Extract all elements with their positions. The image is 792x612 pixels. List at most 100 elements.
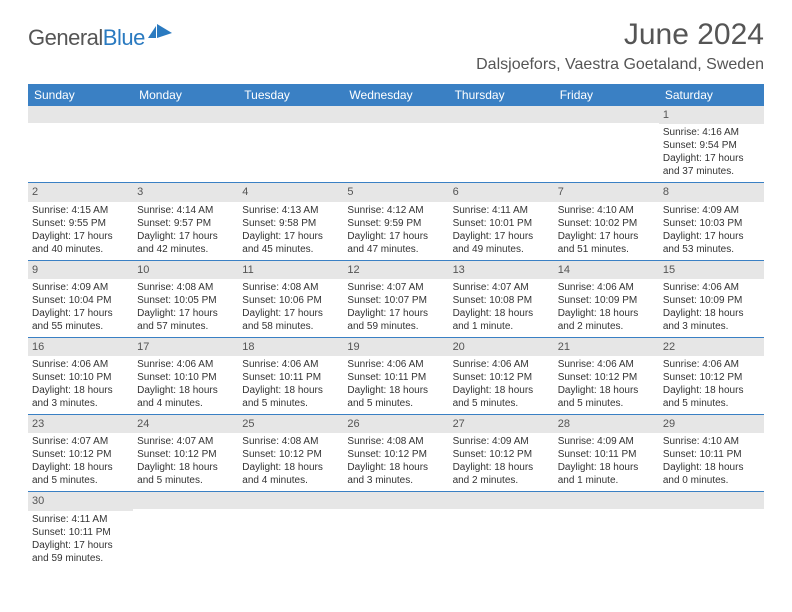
sunrise-text: Sunrise: 4:09 AM bbox=[32, 281, 129, 294]
sunrise-text: Sunrise: 4:06 AM bbox=[32, 358, 129, 371]
daylight-text: Daylight: 18 hours and 3 minutes. bbox=[32, 384, 129, 410]
sunrise-text: Sunrise: 4:06 AM bbox=[558, 358, 655, 371]
weekday-header: Thursday bbox=[449, 84, 554, 106]
calendar-day-cell bbox=[554, 492, 659, 569]
daylight-text: Daylight: 17 hours and 51 minutes. bbox=[558, 230, 655, 256]
day-body: Sunrise: 4:08 AMSunset: 10:12 PMDaylight… bbox=[238, 433, 343, 491]
calendar-day-cell: 1Sunrise: 4:16 AMSunset: 9:54 PMDaylight… bbox=[659, 106, 764, 183]
sunset-text: Sunset: 10:12 PM bbox=[453, 371, 550, 384]
day-body-empty bbox=[133, 123, 238, 173]
day-body: Sunrise: 4:07 AMSunset: 10:07 PMDaylight… bbox=[343, 279, 448, 337]
day-number: 4 bbox=[238, 183, 343, 201]
day-body: Sunrise: 4:13 AMSunset: 9:58 PMDaylight:… bbox=[238, 202, 343, 260]
sunrise-text: Sunrise: 4:10 AM bbox=[663, 435, 760, 448]
calendar-day-cell bbox=[449, 106, 554, 183]
day-number: 14 bbox=[554, 261, 659, 279]
sunrise-text: Sunrise: 4:06 AM bbox=[663, 281, 760, 294]
calendar-day-cell: 19Sunrise: 4:06 AMSunset: 10:11 PMDaylig… bbox=[343, 337, 448, 414]
day-number: 1 bbox=[659, 106, 764, 124]
day-number: 13 bbox=[449, 261, 554, 279]
calendar-day-cell: 11Sunrise: 4:08 AMSunset: 10:06 PMDaylig… bbox=[238, 260, 343, 337]
sunset-text: Sunset: 10:09 PM bbox=[663, 294, 760, 307]
day-body: Sunrise: 4:10 AMSunset: 10:11 PMDaylight… bbox=[659, 433, 764, 491]
calendar-day-cell bbox=[238, 106, 343, 183]
sunset-text: Sunset: 10:11 PM bbox=[558, 448, 655, 461]
daylight-text: Daylight: 17 hours and 59 minutes. bbox=[347, 307, 444, 333]
day-number: 12 bbox=[343, 261, 448, 279]
logo-text-part2: Blue bbox=[103, 25, 145, 50]
sunrise-text: Sunrise: 4:14 AM bbox=[137, 204, 234, 217]
day-body-empty bbox=[28, 123, 133, 173]
sunrise-text: Sunrise: 4:16 AM bbox=[663, 126, 760, 139]
day-body: Sunrise: 4:08 AMSunset: 10:05 PMDaylight… bbox=[133, 279, 238, 337]
calendar-day-cell: 22Sunrise: 4:06 AMSunset: 10:12 PMDaylig… bbox=[659, 337, 764, 414]
sunset-text: Sunset: 10:12 PM bbox=[242, 448, 339, 461]
day-body: Sunrise: 4:07 AMSunset: 10:08 PMDaylight… bbox=[449, 279, 554, 337]
sunrise-text: Sunrise: 4:15 AM bbox=[32, 204, 129, 217]
day-body: Sunrise: 4:10 AMSunset: 10:02 PMDaylight… bbox=[554, 202, 659, 260]
daylight-text: Daylight: 17 hours and 58 minutes. bbox=[242, 307, 339, 333]
sunset-text: Sunset: 10:08 PM bbox=[453, 294, 550, 307]
calendar-day-cell bbox=[28, 106, 133, 183]
sunrise-text: Sunrise: 4:11 AM bbox=[453, 204, 550, 217]
sunset-text: Sunset: 10:10 PM bbox=[137, 371, 234, 384]
calendar-day-cell: 29Sunrise: 4:10 AMSunset: 10:11 PMDaylig… bbox=[659, 415, 764, 492]
calendar-week-row: 23Sunrise: 4:07 AMSunset: 10:12 PMDaylig… bbox=[28, 415, 764, 492]
sunrise-text: Sunrise: 4:10 AM bbox=[558, 204, 655, 217]
day-body: Sunrise: 4:08 AMSunset: 10:12 PMDaylight… bbox=[343, 433, 448, 491]
calendar-day-cell: 30Sunrise: 4:11 AMSunset: 10:11 PMDaylig… bbox=[28, 492, 133, 569]
day-body: Sunrise: 4:07 AMSunset: 10:12 PMDaylight… bbox=[28, 433, 133, 491]
day-number-empty bbox=[133, 492, 238, 509]
sunset-text: Sunset: 10:05 PM bbox=[137, 294, 234, 307]
day-number-empty bbox=[659, 492, 764, 509]
day-number: 21 bbox=[554, 338, 659, 356]
calendar-day-cell bbox=[238, 492, 343, 569]
day-number: 26 bbox=[343, 415, 448, 433]
daylight-text: Daylight: 18 hours and 1 minute. bbox=[453, 307, 550, 333]
calendar-day-cell: 14Sunrise: 4:06 AMSunset: 10:09 PMDaylig… bbox=[554, 260, 659, 337]
sunset-text: Sunset: 9:54 PM bbox=[663, 139, 760, 152]
daylight-text: Daylight: 18 hours and 5 minutes. bbox=[242, 384, 339, 410]
calendar-week-row: 16Sunrise: 4:06 AMSunset: 10:10 PMDaylig… bbox=[28, 337, 764, 414]
logo: GeneralBlue bbox=[28, 24, 174, 52]
day-number-empty bbox=[343, 492, 448, 509]
day-number-empty bbox=[449, 492, 554, 509]
calendar-day-cell: 7Sunrise: 4:10 AMSunset: 10:02 PMDayligh… bbox=[554, 183, 659, 260]
day-body-empty bbox=[449, 509, 554, 559]
day-body: Sunrise: 4:06 AMSunset: 10:12 PMDaylight… bbox=[554, 356, 659, 414]
calendar-day-cell: 18Sunrise: 4:06 AMSunset: 10:11 PMDaylig… bbox=[238, 337, 343, 414]
header: GeneralBlue June 2024 Dalsjoefors, Vaest… bbox=[28, 18, 764, 74]
day-number: 29 bbox=[659, 415, 764, 433]
weekday-header: Wednesday bbox=[343, 84, 448, 106]
daylight-text: Daylight: 18 hours and 5 minutes. bbox=[137, 461, 234, 487]
calendar-day-cell bbox=[449, 492, 554, 569]
title-block: June 2024 Dalsjoefors, Vaestra Goetaland… bbox=[476, 18, 764, 74]
daylight-text: Daylight: 17 hours and 55 minutes. bbox=[32, 307, 129, 333]
daylight-text: Daylight: 18 hours and 2 minutes. bbox=[453, 461, 550, 487]
day-body: Sunrise: 4:06 AMSunset: 10:09 PMDaylight… bbox=[659, 279, 764, 337]
calendar-day-cell: 13Sunrise: 4:07 AMSunset: 10:08 PMDaylig… bbox=[449, 260, 554, 337]
sunset-text: Sunset: 10:06 PM bbox=[242, 294, 339, 307]
day-body: Sunrise: 4:09 AMSunset: 10:03 PMDaylight… bbox=[659, 202, 764, 260]
day-number-empty bbox=[554, 106, 659, 123]
calendar-day-cell: 6Sunrise: 4:11 AMSunset: 10:01 PMDayligh… bbox=[449, 183, 554, 260]
weekday-header-row: Sunday Monday Tuesday Wednesday Thursday… bbox=[28, 84, 764, 106]
day-number: 9 bbox=[28, 261, 133, 279]
calendar-week-row: 2Sunrise: 4:15 AMSunset: 9:55 PMDaylight… bbox=[28, 183, 764, 260]
day-number: 20 bbox=[449, 338, 554, 356]
sunrise-text: Sunrise: 4:07 AM bbox=[32, 435, 129, 448]
calendar-day-cell: 15Sunrise: 4:06 AMSunset: 10:09 PMDaylig… bbox=[659, 260, 764, 337]
day-number-empty bbox=[238, 106, 343, 123]
day-body: Sunrise: 4:06 AMSunset: 10:10 PMDaylight… bbox=[28, 356, 133, 414]
day-number: 15 bbox=[659, 261, 764, 279]
daylight-text: Daylight: 18 hours and 4 minutes. bbox=[242, 461, 339, 487]
day-number: 6 bbox=[449, 183, 554, 201]
day-body: Sunrise: 4:09 AMSunset: 10:11 PMDaylight… bbox=[554, 433, 659, 491]
daylight-text: Daylight: 17 hours and 59 minutes. bbox=[32, 539, 129, 565]
day-number: 18 bbox=[238, 338, 343, 356]
daylight-text: Daylight: 17 hours and 42 minutes. bbox=[137, 230, 234, 256]
sunset-text: Sunset: 9:55 PM bbox=[32, 217, 129, 230]
calendar-day-cell: 4Sunrise: 4:13 AMSunset: 9:58 PMDaylight… bbox=[238, 183, 343, 260]
day-number: 28 bbox=[554, 415, 659, 433]
sunset-text: Sunset: 10:11 PM bbox=[347, 371, 444, 384]
